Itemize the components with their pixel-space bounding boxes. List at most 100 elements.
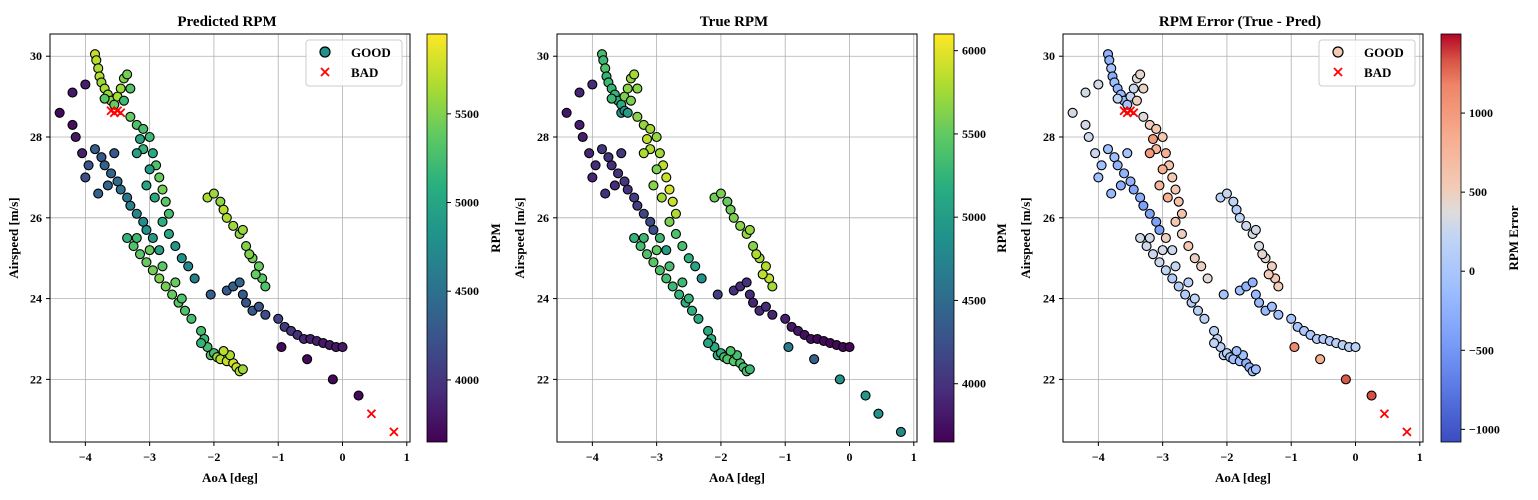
good-point	[1151, 123, 1162, 134]
good-point	[683, 253, 694, 264]
good-point	[1192, 305, 1204, 316]
good-point	[1173, 281, 1184, 292]
good-point	[651, 245, 662, 256]
good-point	[661, 172, 672, 183]
good-point	[221, 212, 232, 223]
good-point	[670, 208, 681, 219]
x-tick-label: 0	[1353, 450, 1359, 464]
good-point	[237, 364, 248, 375]
x-axis-label: AoA [deg]	[709, 470, 765, 485]
good-point	[170, 277, 181, 288]
good-point	[606, 93, 617, 104]
good-point	[1102, 144, 1114, 155]
good-point	[1157, 164, 1168, 175]
good-point	[609, 180, 620, 191]
good-point	[632, 111, 643, 122]
y-tick-label: 30	[537, 49, 549, 63]
good-point	[1315, 354, 1326, 365]
good-point	[237, 224, 248, 235]
good-point	[1147, 249, 1159, 260]
good-point	[1080, 87, 1091, 98]
good-point	[598, 55, 609, 66]
good-point	[131, 232, 142, 244]
colorbar-tick-label: 4000	[455, 373, 479, 387]
good-point	[1112, 160, 1123, 171]
good-point	[674, 289, 685, 300]
good-point	[1122, 148, 1133, 159]
good-point	[860, 390, 871, 401]
good-point	[131, 148, 142, 159]
good-point	[1135, 69, 1146, 80]
good-point	[1162, 192, 1173, 203]
colorbar-label: RPM Error	[1506, 205, 1521, 270]
good-point	[99, 93, 110, 104]
good-point	[693, 313, 704, 324]
colorbar-label: RPM	[994, 223, 1009, 253]
good-point	[147, 265, 158, 276]
colorbar-tick-label: 1000	[1469, 106, 1493, 120]
good-point	[622, 83, 633, 94]
good-point	[1167, 245, 1178, 256]
good-point	[118, 95, 129, 106]
good-point	[1128, 184, 1139, 195]
legend-good-marker	[1332, 46, 1344, 58]
good-point	[244, 249, 255, 260]
good-point	[751, 249, 762, 260]
good-point	[1189, 253, 1200, 264]
good-point	[616, 148, 627, 159]
good-point	[1350, 342, 1361, 353]
good-point	[138, 123, 149, 134]
good-point	[163, 208, 174, 219]
colorbar-ticks: 4000 4500 5000 5500 6000	[954, 44, 986, 391]
plot-frame	[49, 33, 411, 443]
colorbar	[1440, 33, 1462, 443]
good-point	[744, 224, 755, 235]
y-tick-label: 22	[537, 372, 549, 386]
good-point	[629, 232, 640, 244]
good-point	[1167, 273, 1178, 284]
good-point	[1183, 277, 1194, 288]
good-point	[157, 261, 168, 272]
legend-bad-label: BAD	[351, 65, 378, 80]
good-point	[715, 188, 726, 199]
y-tick-label: 22	[30, 372, 42, 386]
good-point	[648, 180, 659, 191]
colorbar-tick-label: 6000	[962, 44, 986, 58]
good-point	[596, 144, 608, 155]
grid	[1063, 34, 1423, 442]
good-point	[1176, 228, 1187, 240]
good-point	[302, 354, 313, 365]
good-point	[1221, 188, 1232, 199]
good-point	[1218, 289, 1229, 300]
good-point	[54, 107, 65, 118]
good-point	[1093, 79, 1104, 90]
good-point	[725, 346, 736, 357]
good-point	[1247, 277, 1258, 288]
good-point	[1154, 180, 1165, 191]
good-point	[163, 228, 174, 240]
good-point	[208, 188, 219, 199]
good-point	[767, 309, 778, 320]
good-point	[147, 232, 158, 244]
good-point	[895, 426, 906, 437]
good-point	[205, 289, 216, 300]
good-point	[134, 133, 146, 145]
good-point	[273, 313, 284, 324]
good-point	[1202, 273, 1213, 284]
colorbar	[426, 33, 448, 443]
good-point	[834, 374, 845, 385]
legend-good-label: GOOD	[351, 45, 391, 60]
colorbar-tick-label: 5000	[962, 210, 986, 224]
x-tick-label: 0	[847, 450, 853, 464]
good-point	[629, 69, 640, 80]
good-point	[574, 119, 585, 130]
y-axis-ticks: 22 24 26 28 30	[30, 49, 50, 386]
y-tick-label: 28	[1043, 130, 1055, 144]
good-point	[1189, 293, 1200, 304]
colorbar-tick-label: −500	[1469, 343, 1494, 357]
good-point	[656, 192, 667, 203]
good-point	[664, 261, 675, 272]
good-point	[712, 289, 723, 300]
good-point	[1340, 374, 1351, 385]
good-point	[1080, 119, 1091, 130]
